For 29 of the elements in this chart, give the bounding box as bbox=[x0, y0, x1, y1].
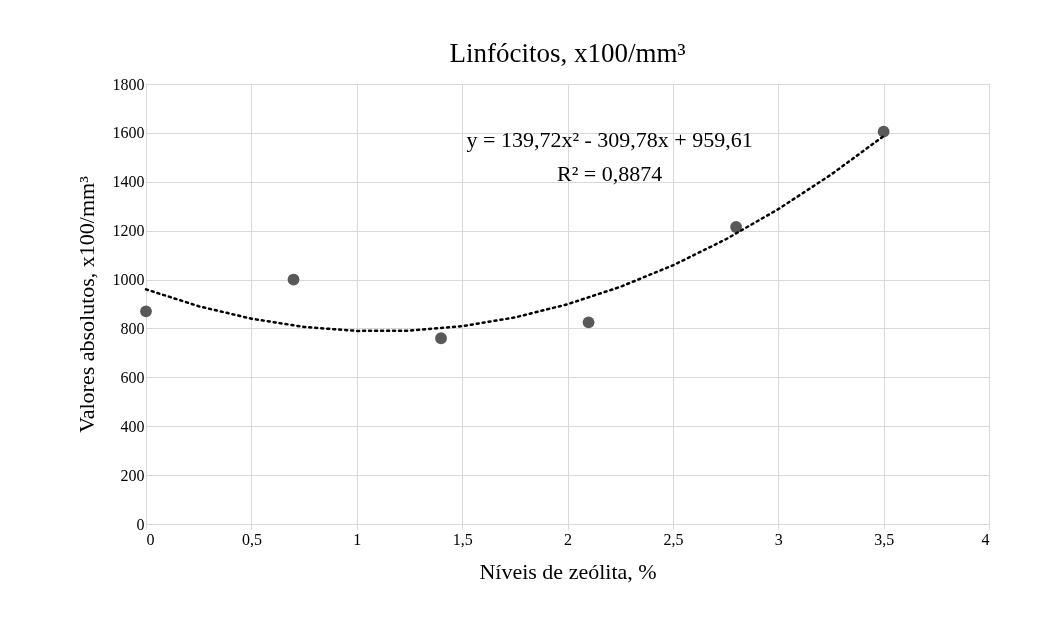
annotation: y = 139,72x² - 309,78x + 959,61 bbox=[466, 127, 753, 152]
x-tick-label: 1 bbox=[353, 530, 362, 548]
point bbox=[435, 332, 447, 345]
x-tick-label: 4 bbox=[981, 530, 990, 548]
point bbox=[582, 316, 595, 329]
y-tick-label: 200 bbox=[120, 466, 145, 484]
x-tick-label: 0,5 bbox=[241, 530, 262, 548]
y-tick-label: 800 bbox=[120, 319, 145, 337]
y-tick-label: 0 bbox=[136, 515, 145, 533]
point bbox=[140, 305, 152, 318]
x-tick-label: 3 bbox=[774, 530, 783, 548]
point bbox=[287, 273, 300, 286]
y-tick-label: 1000 bbox=[112, 271, 145, 289]
chart-title: Linfócitos, x100/mm³ bbox=[449, 38, 686, 68]
point bbox=[730, 221, 743, 233]
y-axis-title: Valores absolutos, x100/mm³ bbox=[73, 175, 99, 433]
x-tick-label: 2,5 bbox=[663, 530, 684, 548]
y-tick-label: 1400 bbox=[112, 173, 145, 191]
annotation: R² = 0,8874 bbox=[557, 161, 663, 186]
x-axis-title: Níveis de zeólita, % bbox=[479, 558, 657, 584]
y-tick-label: 400 bbox=[120, 417, 145, 435]
x-tick-label: 3,5 bbox=[874, 530, 895, 548]
y-tick-label: 600 bbox=[120, 368, 145, 386]
point bbox=[877, 125, 890, 138]
x-tick-label: 2 bbox=[564, 530, 572, 548]
y-tick-label: 1600 bbox=[112, 124, 145, 142]
x-tick-label: 1,5 bbox=[452, 530, 473, 548]
y-tick-label: 1200 bbox=[112, 222, 145, 240]
y-tick-label: 1800 bbox=[112, 75, 145, 93]
